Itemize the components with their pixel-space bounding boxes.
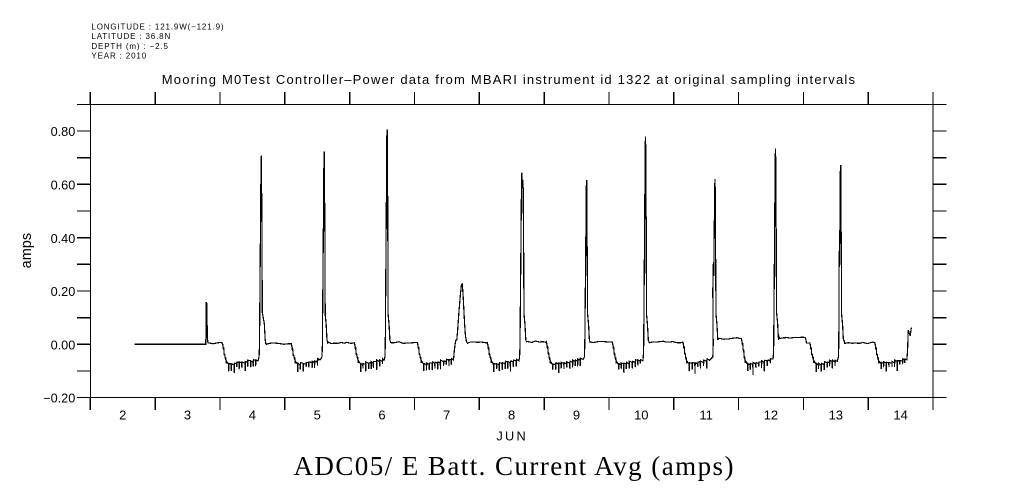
svg-text:DEPTH (m) : −2.5: DEPTH (m) : −2.5 <box>91 42 168 51</box>
svg-text:12: 12 <box>764 408 778 423</box>
svg-text:Mooring M0Test Controller–Powe: Mooring M0Test Controller–Power data fro… <box>162 72 856 87</box>
svg-text:0.00: 0.00 <box>51 338 76 352</box>
svg-text:0.20: 0.20 <box>51 285 76 299</box>
svg-text:13: 13 <box>829 408 843 423</box>
svg-text:0.60: 0.60 <box>51 179 76 193</box>
svg-text:LATITUDE : 36.8N: LATITUDE : 36.8N <box>91 32 171 41</box>
svg-text:amps: amps <box>19 233 35 268</box>
svg-text:JUN: JUN <box>496 429 528 444</box>
svg-text:3: 3 <box>184 408 191 423</box>
svg-text:ADC05/ E Batt. Current Avg (am: ADC05/ E Batt. Current Avg (amps) <box>293 451 734 481</box>
svg-text:0.40: 0.40 <box>51 232 76 246</box>
svg-text:0.80: 0.80 <box>51 125 76 139</box>
svg-text:4: 4 <box>249 408 256 423</box>
svg-text:YEAR : 2010: YEAR : 2010 <box>91 51 147 60</box>
svg-text:2: 2 <box>119 408 126 423</box>
svg-text:5: 5 <box>314 408 321 423</box>
svg-text:7: 7 <box>443 408 450 423</box>
svg-text:6: 6 <box>378 408 385 423</box>
svg-text:11: 11 <box>699 408 713 423</box>
svg-text:14: 14 <box>893 408 907 423</box>
svg-text:LONGITUDE : 121.9W(−121.9): LONGITUDE : 121.9W(−121.9) <box>91 22 224 31</box>
svg-text:8: 8 <box>508 408 515 423</box>
svg-text:−0.20: −0.20 <box>43 392 75 406</box>
svg-text:10: 10 <box>634 408 648 423</box>
svg-text:9: 9 <box>573 408 580 423</box>
